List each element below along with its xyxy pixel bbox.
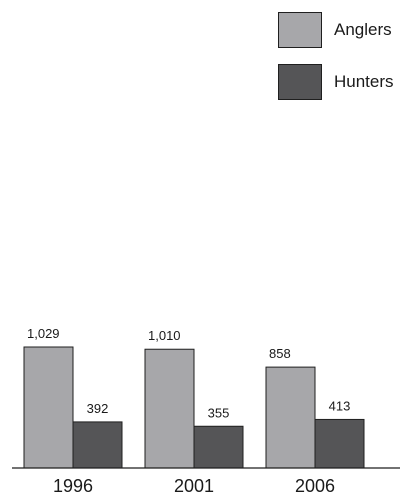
legend-label-anglers: Anglers [334, 20, 392, 39]
data-label-hunters-1996: 392 [87, 401, 109, 416]
data-label-anglers-1996: 1,029 [27, 326, 60, 341]
data-label-hunters-2001: 355 [208, 405, 230, 420]
legend-label-hunters: Hunters [334, 72, 394, 91]
bar-hunters-2006 [314, 418, 365, 469]
x-tick-label-2001: 2001 [174, 476, 214, 496]
x-tick-label-1996: 1996 [53, 476, 93, 496]
bar-anglers-2001 [144, 348, 195, 469]
legend-swatch-hunters [278, 64, 322, 100]
data-label-anglers-2001: 1,010 [148, 328, 181, 343]
data-label-anglers-2006: 858 [269, 346, 291, 361]
bar-anglers-2006 [265, 366, 316, 469]
bar-hunters-1996 [72, 421, 123, 469]
bar-anglers-1996 [23, 346, 74, 469]
x-tick-label-2006: 2006 [295, 476, 335, 496]
legend-swatch-anglers [278, 12, 322, 48]
data-label-hunters-2006: 413 [329, 398, 351, 413]
bar-hunters-2001 [193, 425, 244, 469]
